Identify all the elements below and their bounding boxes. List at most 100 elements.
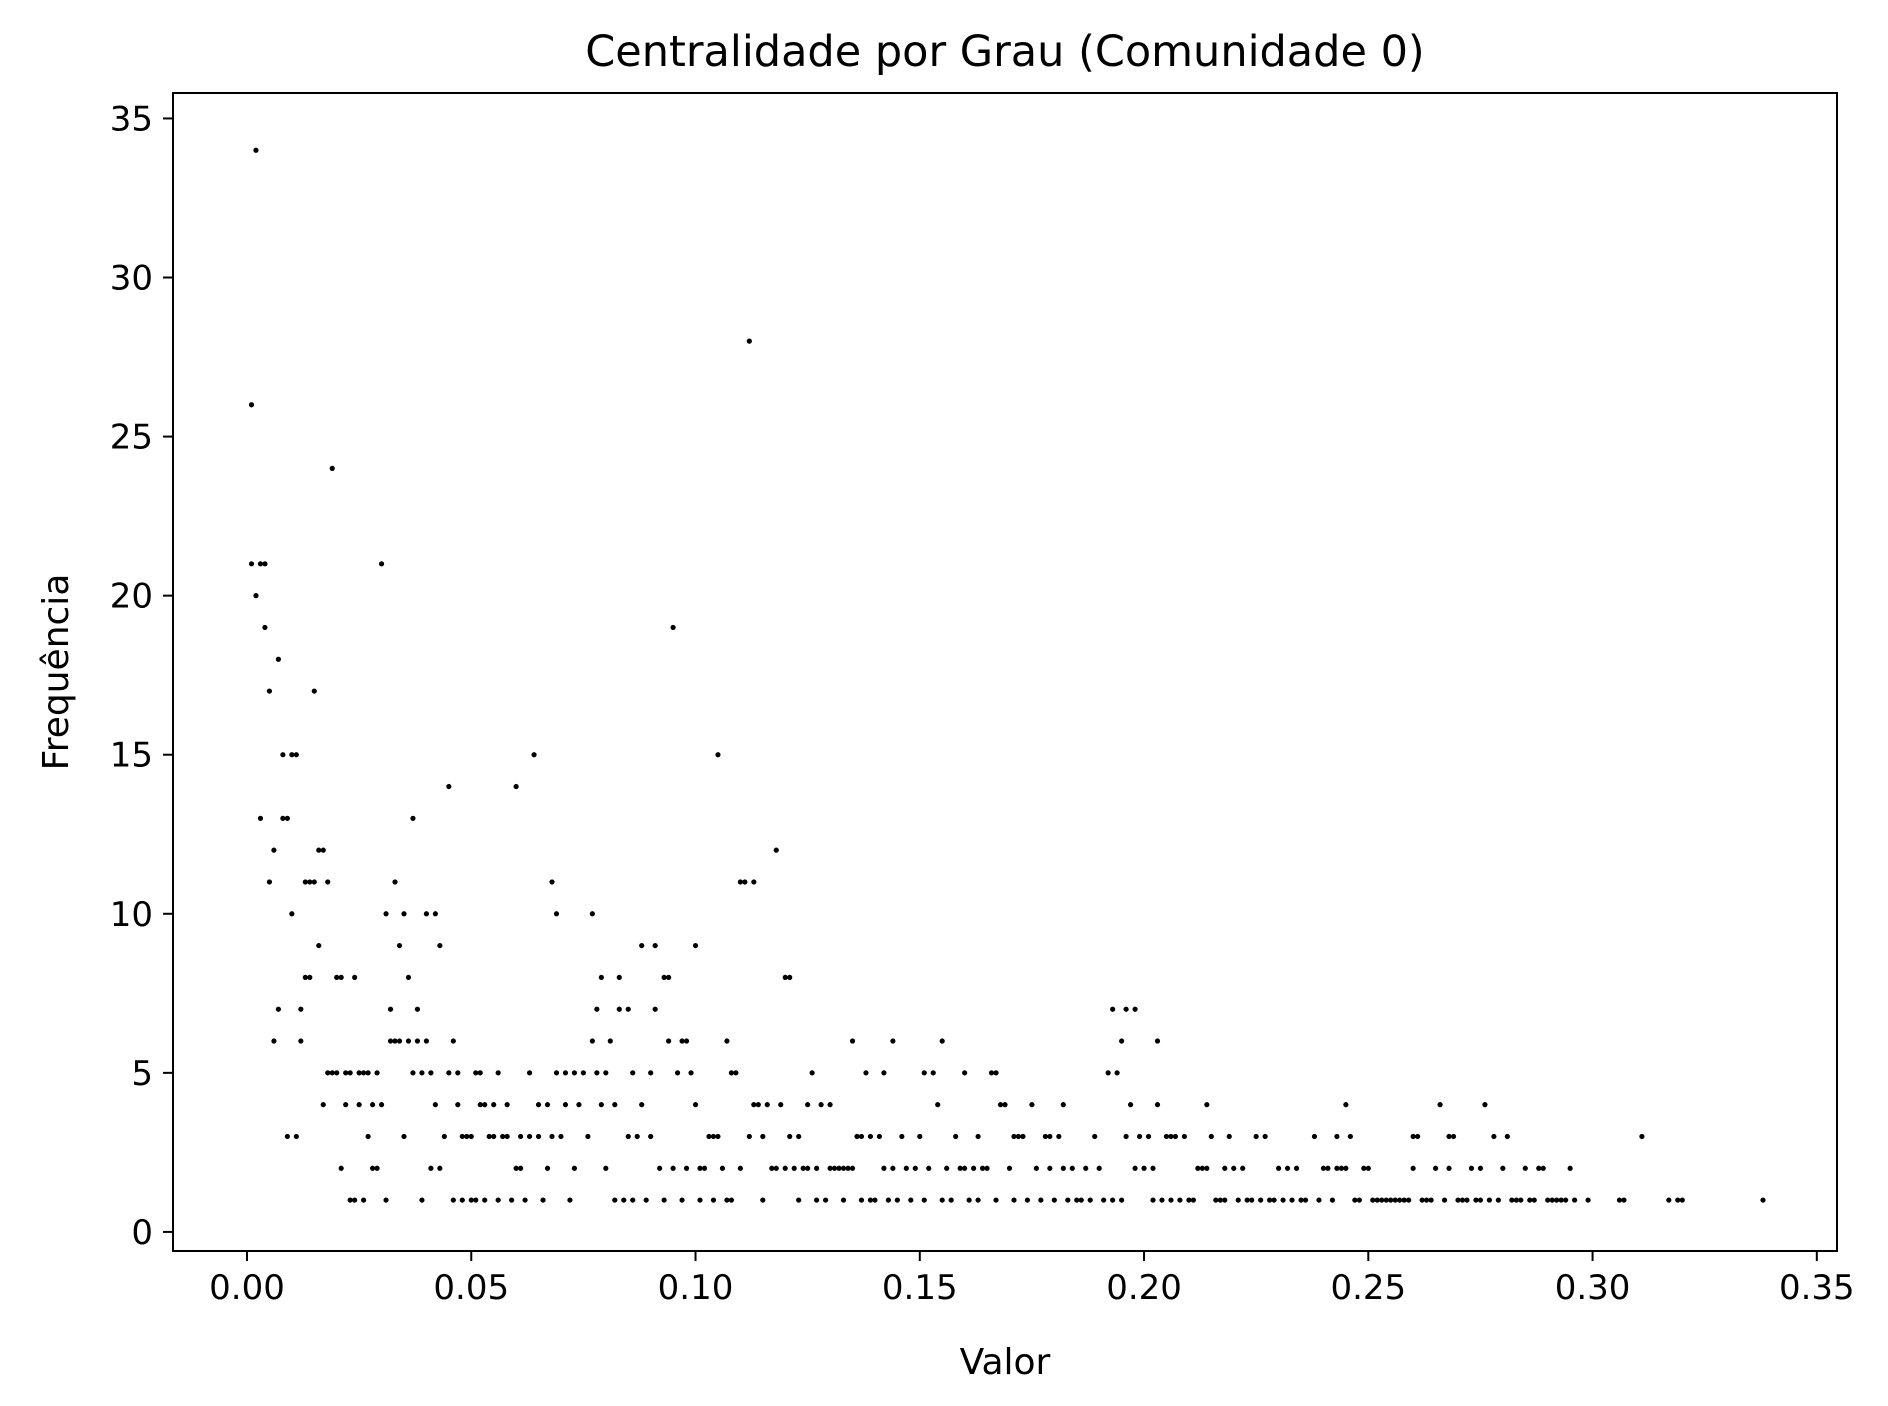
data-point <box>683 1165 690 1171</box>
data-point <box>697 1165 703 1171</box>
data-point <box>468 1133 474 1140</box>
data-point <box>1410 1165 1416 1171</box>
data-point <box>674 1070 681 1076</box>
data-point <box>1415 1133 1421 1140</box>
axis-ticks: 0.00 0.05 0.10 0.15 0.20 0.25 0.30 0.35 0 5 10 15 20… <box>110 99 1855 1308</box>
data-point <box>706 1133 712 1140</box>
data-point <box>1150 1197 1156 1203</box>
data-point <box>1195 1165 1201 1171</box>
data-point <box>405 974 412 981</box>
data-point <box>491 1102 497 1108</box>
data-point <box>1329 1197 1336 1203</box>
data-point <box>1132 1165 1138 1171</box>
data-point <box>392 1038 398 1044</box>
data-point <box>504 1102 510 1108</box>
data-point <box>1567 1165 1573 1171</box>
data-point <box>1029 1102 1035 1108</box>
data-point <box>266 879 273 885</box>
data-point <box>576 1102 582 1108</box>
data-point <box>1060 1165 1066 1171</box>
data-point <box>1455 1197 1461 1203</box>
data-point <box>482 1197 488 1203</box>
data-point <box>343 1070 349 1076</box>
data-point <box>1441 1197 1448 1203</box>
data-point <box>1244 1197 1250 1203</box>
data-point <box>630 1070 636 1076</box>
data-point <box>271 1038 277 1044</box>
data-point <box>1334 1133 1340 1140</box>
data-point <box>311 879 317 885</box>
data-point <box>1033 1165 1039 1171</box>
data-point <box>356 1070 362 1076</box>
data-point <box>1437 1102 1443 1108</box>
data-point <box>284 1133 290 1140</box>
data-point <box>1316 1197 1322 1203</box>
data-point <box>697 1197 703 1203</box>
data-point <box>630 1197 636 1203</box>
data-point <box>473 1197 479 1203</box>
data-point <box>1280 1197 1286 1203</box>
data-point <box>428 1070 434 1076</box>
data-point <box>477 1102 483 1108</box>
data-point <box>307 879 313 885</box>
data-point <box>1459 1197 1466 1203</box>
data-point <box>778 1102 784 1108</box>
data-point <box>1320 1165 1327 1171</box>
data-point <box>1504 1133 1510 1140</box>
data-point <box>374 1070 380 1076</box>
data-point <box>365 1070 371 1076</box>
data-point <box>1379 1197 1385 1203</box>
data-point <box>603 1070 609 1076</box>
data-point <box>1074 1197 1080 1203</box>
data-point <box>1119 1197 1125 1203</box>
data-point <box>939 1038 945 1044</box>
data-point <box>1020 1133 1026 1140</box>
data-point <box>1123 1006 1129 1012</box>
data-point <box>1679 1197 1685 1203</box>
data-point <box>446 783 452 790</box>
data-point <box>1249 1197 1255 1203</box>
data-point <box>836 1165 842 1171</box>
data-point <box>1401 1197 1407 1203</box>
data-point <box>562 1102 569 1108</box>
data-point <box>1253 1133 1259 1140</box>
data-point <box>419 1197 425 1203</box>
data-point <box>396 942 403 949</box>
data-point <box>666 974 672 981</box>
data-point <box>800 1165 806 1171</box>
data-point <box>692 1102 699 1108</box>
data-point <box>643 1197 649 1203</box>
x-tick-label: 0.10 <box>658 1268 734 1308</box>
data-point <box>432 1102 438 1108</box>
data-point <box>755 1102 761 1108</box>
data-point <box>1374 1197 1380 1203</box>
data-point <box>683 1038 690 1044</box>
data-point <box>1540 1165 1546 1171</box>
data-point <box>1621 1197 1627 1203</box>
data-point <box>962 1165 968 1171</box>
data-point <box>1482 1102 1488 1108</box>
data-point <box>1639 1133 1645 1140</box>
data-point <box>352 974 358 981</box>
data-point <box>320 847 326 853</box>
data-point <box>1083 1165 1089 1171</box>
data-point <box>858 1197 865 1203</box>
data-point <box>1293 1165 1300 1171</box>
data-point <box>787 1133 793 1140</box>
data-point <box>589 1038 595 1044</box>
data-point <box>661 974 667 981</box>
data-point <box>1675 1197 1681 1203</box>
data-point <box>1141 1165 1147 1171</box>
data-point <box>831 1165 838 1171</box>
data-point <box>1096 1165 1102 1171</box>
data-point <box>329 1070 335 1076</box>
data-point <box>544 1165 551 1171</box>
data-point <box>805 1102 811 1108</box>
data-point <box>894 1197 900 1203</box>
data-point <box>773 847 779 853</box>
data-point <box>1011 1197 1017 1203</box>
data-point <box>710 1197 717 1203</box>
data-point <box>616 1006 622 1012</box>
data-point <box>1154 1102 1161 1108</box>
